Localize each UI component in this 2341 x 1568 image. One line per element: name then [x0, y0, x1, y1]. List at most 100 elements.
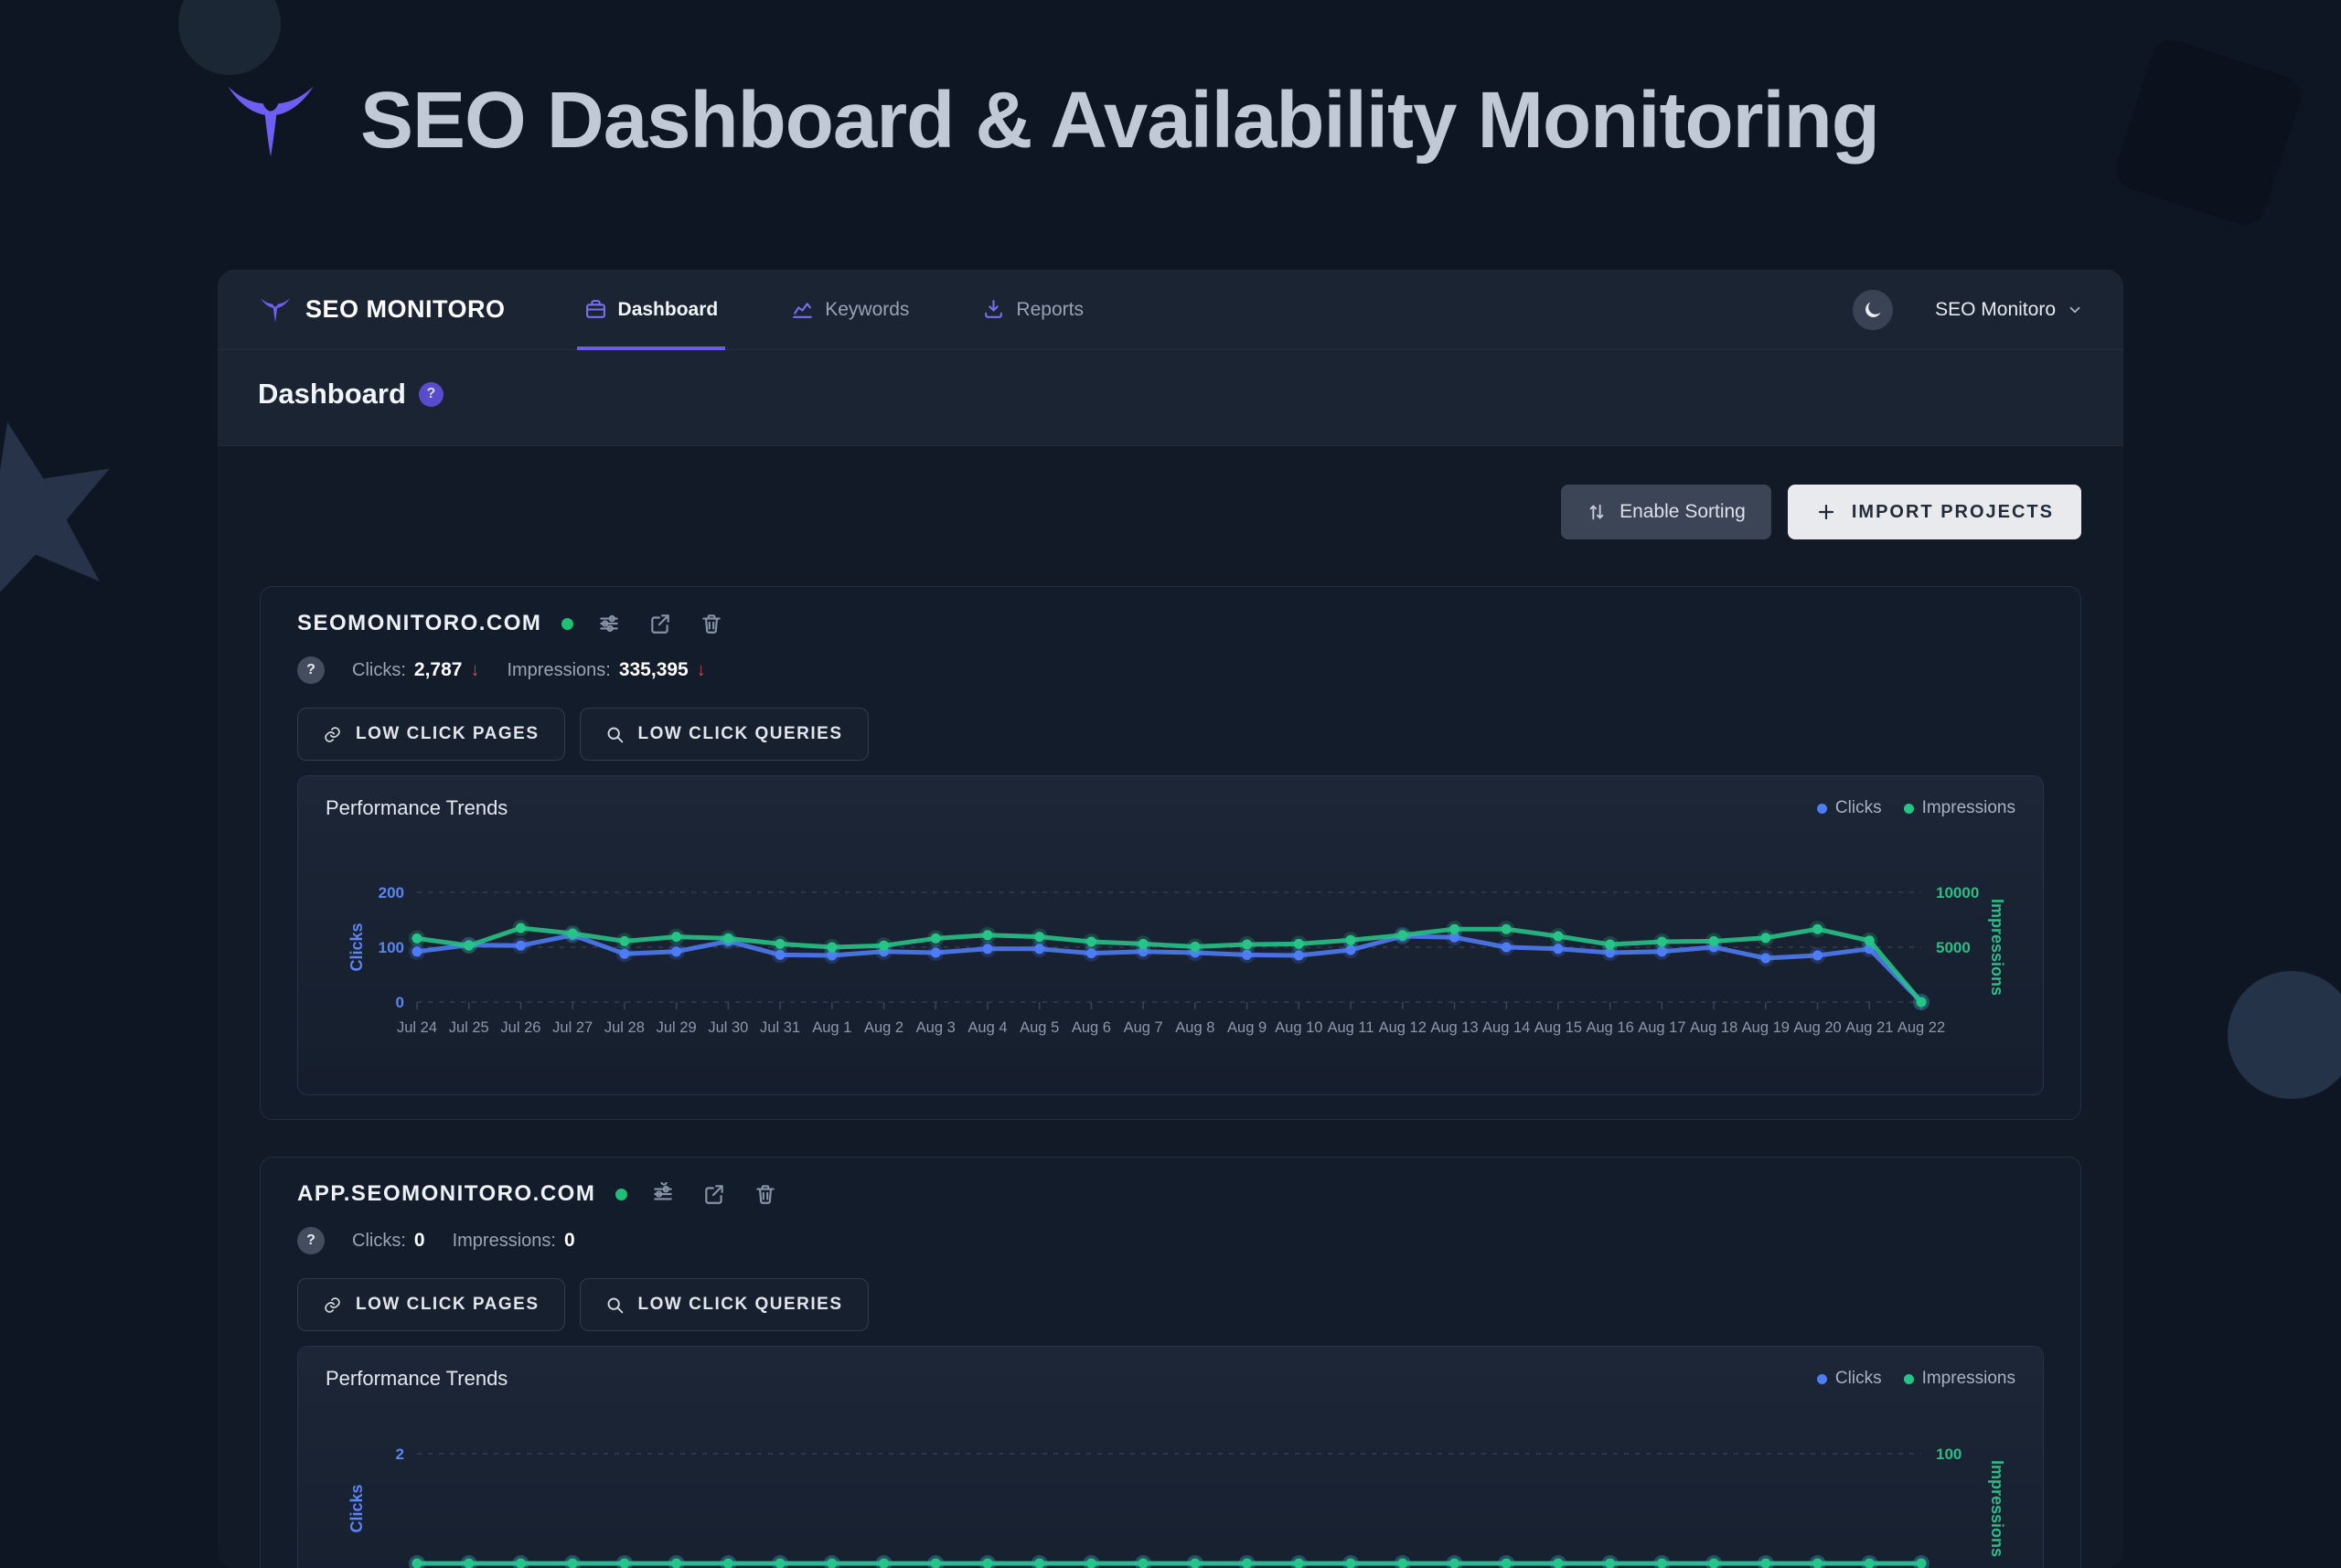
trend-down-icon: ↓ [697, 660, 706, 681]
project-actions [597, 612, 723, 635]
status-dot [615, 1189, 627, 1200]
tab-label: Dashboard [618, 299, 719, 321]
svg-text:Jul 28: Jul 28 [604, 1019, 645, 1036]
svg-text:Aug 4: Aug 4 [967, 1019, 1007, 1036]
appbar: SEO MONITORO Dashboard Keywords Reports [218, 270, 2123, 350]
svg-text:Aug 14: Aug 14 [1482, 1019, 1530, 1036]
impressions-value: 335,395 [619, 659, 689, 681]
impressions-label: Impressions: [507, 660, 610, 681]
impressions-value: 0 [564, 1230, 575, 1252]
svg-text:Aug 6: Aug 6 [1072, 1019, 1111, 1036]
briefcase-icon [584, 298, 607, 321]
project-buttons: LOW CLICK PAGES LOW CLICK QUERIES [297, 1278, 2044, 1331]
chart-title: Performance Trends [326, 796, 508, 820]
svg-text:Aug 5: Aug 5 [1020, 1019, 1059, 1036]
low-click-pages-button[interactable]: LOW CLICK PAGES [297, 1278, 565, 1331]
svg-text:Jul 25: Jul 25 [449, 1019, 489, 1036]
svg-text:Aug 17: Aug 17 [1638, 1019, 1685, 1036]
performance-chart-panel: Performance Trends Clicks Impressions 0 1… [297, 775, 2044, 1095]
settings-sliders-icon[interactable] [651, 1182, 675, 1206]
search-icon [605, 1296, 625, 1315]
tab-reports[interactable]: Reports [975, 270, 1091, 350]
page-title: SEO Dashboard & Availability Monitoring [360, 75, 1879, 166]
import-projects-button[interactable]: IMPORT PROJECTS [1788, 485, 2081, 539]
legend-impressions[interactable]: Impressions [1904, 798, 2015, 818]
tab-label: Keywords [825, 299, 909, 321]
clicks-stat: Clicks: 0 [352, 1230, 425, 1252]
decor-circle-top-left [178, 0, 281, 75]
help-icon[interactable]: ? [297, 1227, 325, 1254]
svg-text:Aug 7: Aug 7 [1124, 1019, 1163, 1036]
svg-text:Jul 30: Jul 30 [708, 1019, 748, 1036]
low-click-queries-label: LOW CLICK QUERIES [638, 724, 843, 744]
account-menu[interactable]: SEO Monitoro [1935, 299, 2083, 321]
svg-text:Aug 3: Aug 3 [916, 1019, 956, 1036]
svg-text:Aug 1: Aug 1 [812, 1019, 851, 1036]
low-click-queries-button[interactable]: LOW CLICK QUERIES [580, 1278, 869, 1331]
svg-text:0: 0 [396, 994, 404, 1011]
svg-text:200: 200 [379, 884, 404, 901]
svg-text:Aug 21: Aug 21 [1845, 1019, 1893, 1036]
low-click-queries-label: LOW CLICK QUERIES [638, 1295, 843, 1315]
svg-text:Aug 10: Aug 10 [1275, 1019, 1322, 1036]
impressions-dot-icon [1904, 804, 1914, 814]
low-click-pages-button[interactable]: LOW CLICK PAGES [297, 708, 565, 761]
low-click-pages-label: LOW CLICK PAGES [356, 724, 540, 744]
account-name: SEO Monitoro [1935, 299, 2056, 321]
chart-title: Performance Trends [326, 1367, 508, 1391]
actions-row: Enable Sorting IMPORT PROJECTS [260, 485, 2081, 539]
enable-sorting-label: Enable Sorting [1619, 501, 1746, 523]
clicks-label: Clicks: [352, 660, 406, 681]
help-icon[interactable]: ? [419, 382, 444, 407]
help-icon[interactable]: ? [297, 656, 325, 684]
link-icon [323, 725, 342, 744]
svg-text:Jul 24: Jul 24 [397, 1019, 437, 1036]
svg-text:Jul 26: Jul 26 [500, 1019, 540, 1036]
enable-sorting-button[interactable]: Enable Sorting [1561, 485, 1771, 539]
settings-sliders-icon[interactable] [597, 612, 621, 635]
external-link-icon[interactable] [702, 1182, 726, 1206]
external-link-icon[interactable] [648, 612, 672, 635]
sort-arrows-icon [1587, 502, 1607, 522]
brand[interactable]: SEO MONITORO [258, 293, 506, 326]
svg-text:10000: 10000 [1936, 884, 1979, 901]
page-head: Dashboard ? [218, 350, 2123, 446]
download-icon [982, 298, 1005, 321]
hero-header: SEO Dashboard & Availability Monitoring [219, 73, 1879, 168]
svg-text:Aug 15: Aug 15 [1534, 1019, 1582, 1036]
moon-icon [1862, 299, 1884, 321]
svg-text:Impressions: Impressions [1988, 899, 2006, 996]
clicks-value: 2,787 [414, 659, 463, 681]
status-dot [561, 618, 573, 630]
legend-label: Clicks [1835, 1369, 1882, 1389]
bull-logo-icon [219, 73, 322, 168]
clicks-value: 0 [414, 1230, 425, 1252]
tab-keywords[interactable]: Keywords [784, 270, 916, 350]
project-actions [651, 1182, 777, 1206]
project-card: APP.SEOMONITORO.COM ? Clic [260, 1157, 2081, 1568]
svg-text:Aug 13: Aug 13 [1430, 1019, 1478, 1036]
app-window: SEO MONITORO Dashboard Keywords Reports [218, 270, 2123, 1568]
section-title: Dashboard [258, 378, 406, 411]
main-nav: Dashboard Keywords Reports [577, 270, 1091, 350]
legend-impressions[interactable]: Impressions [1904, 1369, 2015, 1389]
low-click-pages-label: LOW CLICK PAGES [356, 1295, 540, 1315]
tab-dashboard[interactable]: Dashboard [577, 270, 726, 350]
svg-text:Aug 19: Aug 19 [1742, 1019, 1790, 1036]
search-icon [605, 725, 625, 744]
trash-icon[interactable] [700, 612, 723, 635]
chart-header: Performance Trends Clicks Impressions [326, 1367, 2015, 1391]
clicks-label: Clicks: [352, 1231, 406, 1252]
theme-toggle-button[interactable] [1853, 290, 1893, 330]
legend-clicks[interactable]: Clicks [1817, 798, 1882, 818]
legend-clicks[interactable]: Clicks [1817, 1369, 1882, 1389]
svg-text:Clicks: Clicks [347, 923, 366, 971]
svg-text:100: 100 [1936, 1445, 1962, 1463]
link-icon [323, 1296, 342, 1315]
low-click-queries-button[interactable]: LOW CLICK QUERIES [580, 708, 869, 761]
svg-text:Aug 11: Aug 11 [1327, 1019, 1374, 1036]
svg-text:2: 2 [396, 1445, 404, 1463]
performance-chart-panel: Performance Trends Clicks Impressions 2 1… [297, 1346, 2044, 1568]
trash-icon[interactable] [754, 1182, 777, 1206]
